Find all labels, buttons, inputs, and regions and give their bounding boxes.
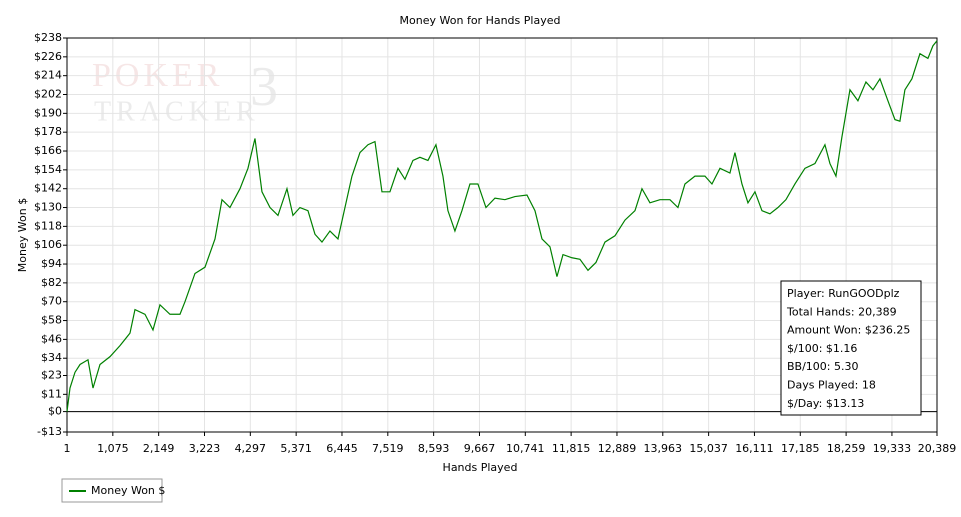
legend-box (61, 478, 163, 503)
y-tick-label: $70 (41, 295, 62, 308)
y-tick-label: $166 (34, 144, 62, 157)
y-tick-label: $202 (34, 88, 62, 101)
y-tick-label: $154 (34, 163, 62, 176)
x-tick-label: 8,593 (418, 442, 450, 455)
y-tick-label: $118 (34, 219, 62, 232)
y-tick-label: $106 (34, 238, 62, 251)
y-tick-label: $178 (34, 125, 62, 138)
x-tick-label: 12,889 (598, 442, 637, 455)
stats-box (780, 280, 922, 416)
x-tick-label: 13,963 (644, 442, 683, 455)
stats-line: Days Played: 18 (787, 379, 876, 392)
chart-title: Money Won for Hands Played (400, 14, 561, 27)
data-line (66, 40, 938, 412)
watermark-text: 3 (250, 56, 278, 118)
y-tick-label: $34 (41, 351, 62, 364)
x-tick-label: 20,389 (918, 442, 957, 455)
y-tick-label: $11 (41, 387, 62, 400)
y-tick-label: $0 (48, 405, 62, 418)
stats-line: BB/100: 5.30 (787, 360, 859, 373)
y-tick-label: $226 (34, 50, 62, 63)
y-tick-label: $190 (34, 106, 62, 119)
y-tick-label: -$13 (37, 425, 62, 438)
legend-label: Money Won $ (91, 484, 165, 497)
y-tick-label: $142 (34, 182, 62, 195)
y-tick-label: $46 (41, 332, 62, 345)
stats-line: $/Day: $13.13 (787, 397, 864, 410)
x-tick-label: 15,037 (689, 442, 728, 455)
x-tick-label: 1,075 (97, 442, 129, 455)
y-axis-label: Money Won $ (16, 198, 29, 272)
y-tick-label: $130 (34, 201, 62, 214)
y-tick-label: $94 (41, 257, 62, 270)
x-tick-label: 2,149 (143, 442, 175, 455)
x-tick-label: 9,667 (464, 442, 496, 455)
stats-line: Total Hands: 20,389 (786, 305, 897, 318)
x-tick-label: 7,519 (372, 442, 404, 455)
stats-line: Player: RunGOODplz (787, 287, 900, 300)
y-tick-label: $214 (34, 69, 62, 82)
x-tick-label: 17,185 (781, 442, 820, 455)
x-tick-label: 16,111 (735, 442, 774, 455)
y-tick-label: $238 (34, 31, 62, 44)
plot-frame (66, 37, 938, 433)
x-tick-label: 3,223 (189, 442, 221, 455)
y-tick-label: $58 (41, 314, 62, 327)
y-tick-label: $23 (41, 368, 62, 381)
watermark-text: TRACKER (94, 96, 260, 127)
stats-line: $/100: $1.16 (787, 342, 857, 355)
x-tick-label: 19,333 (873, 442, 912, 455)
x-tick-label: 5,371 (280, 442, 312, 455)
x-tick-label: 1 (64, 442, 71, 455)
y-tick-label: $82 (41, 276, 62, 289)
x-tick-label: 18,259 (827, 442, 866, 455)
x-axis-label: Hands Played (443, 461, 518, 474)
x-tick-label: 10,741 (506, 442, 545, 455)
x-tick-label: 4,297 (235, 442, 267, 455)
stats-line: Amount Won: $236.25 (787, 324, 910, 337)
x-tick-label: 11,815 (552, 442, 591, 455)
x-tick-label: 6,445 (326, 442, 358, 455)
